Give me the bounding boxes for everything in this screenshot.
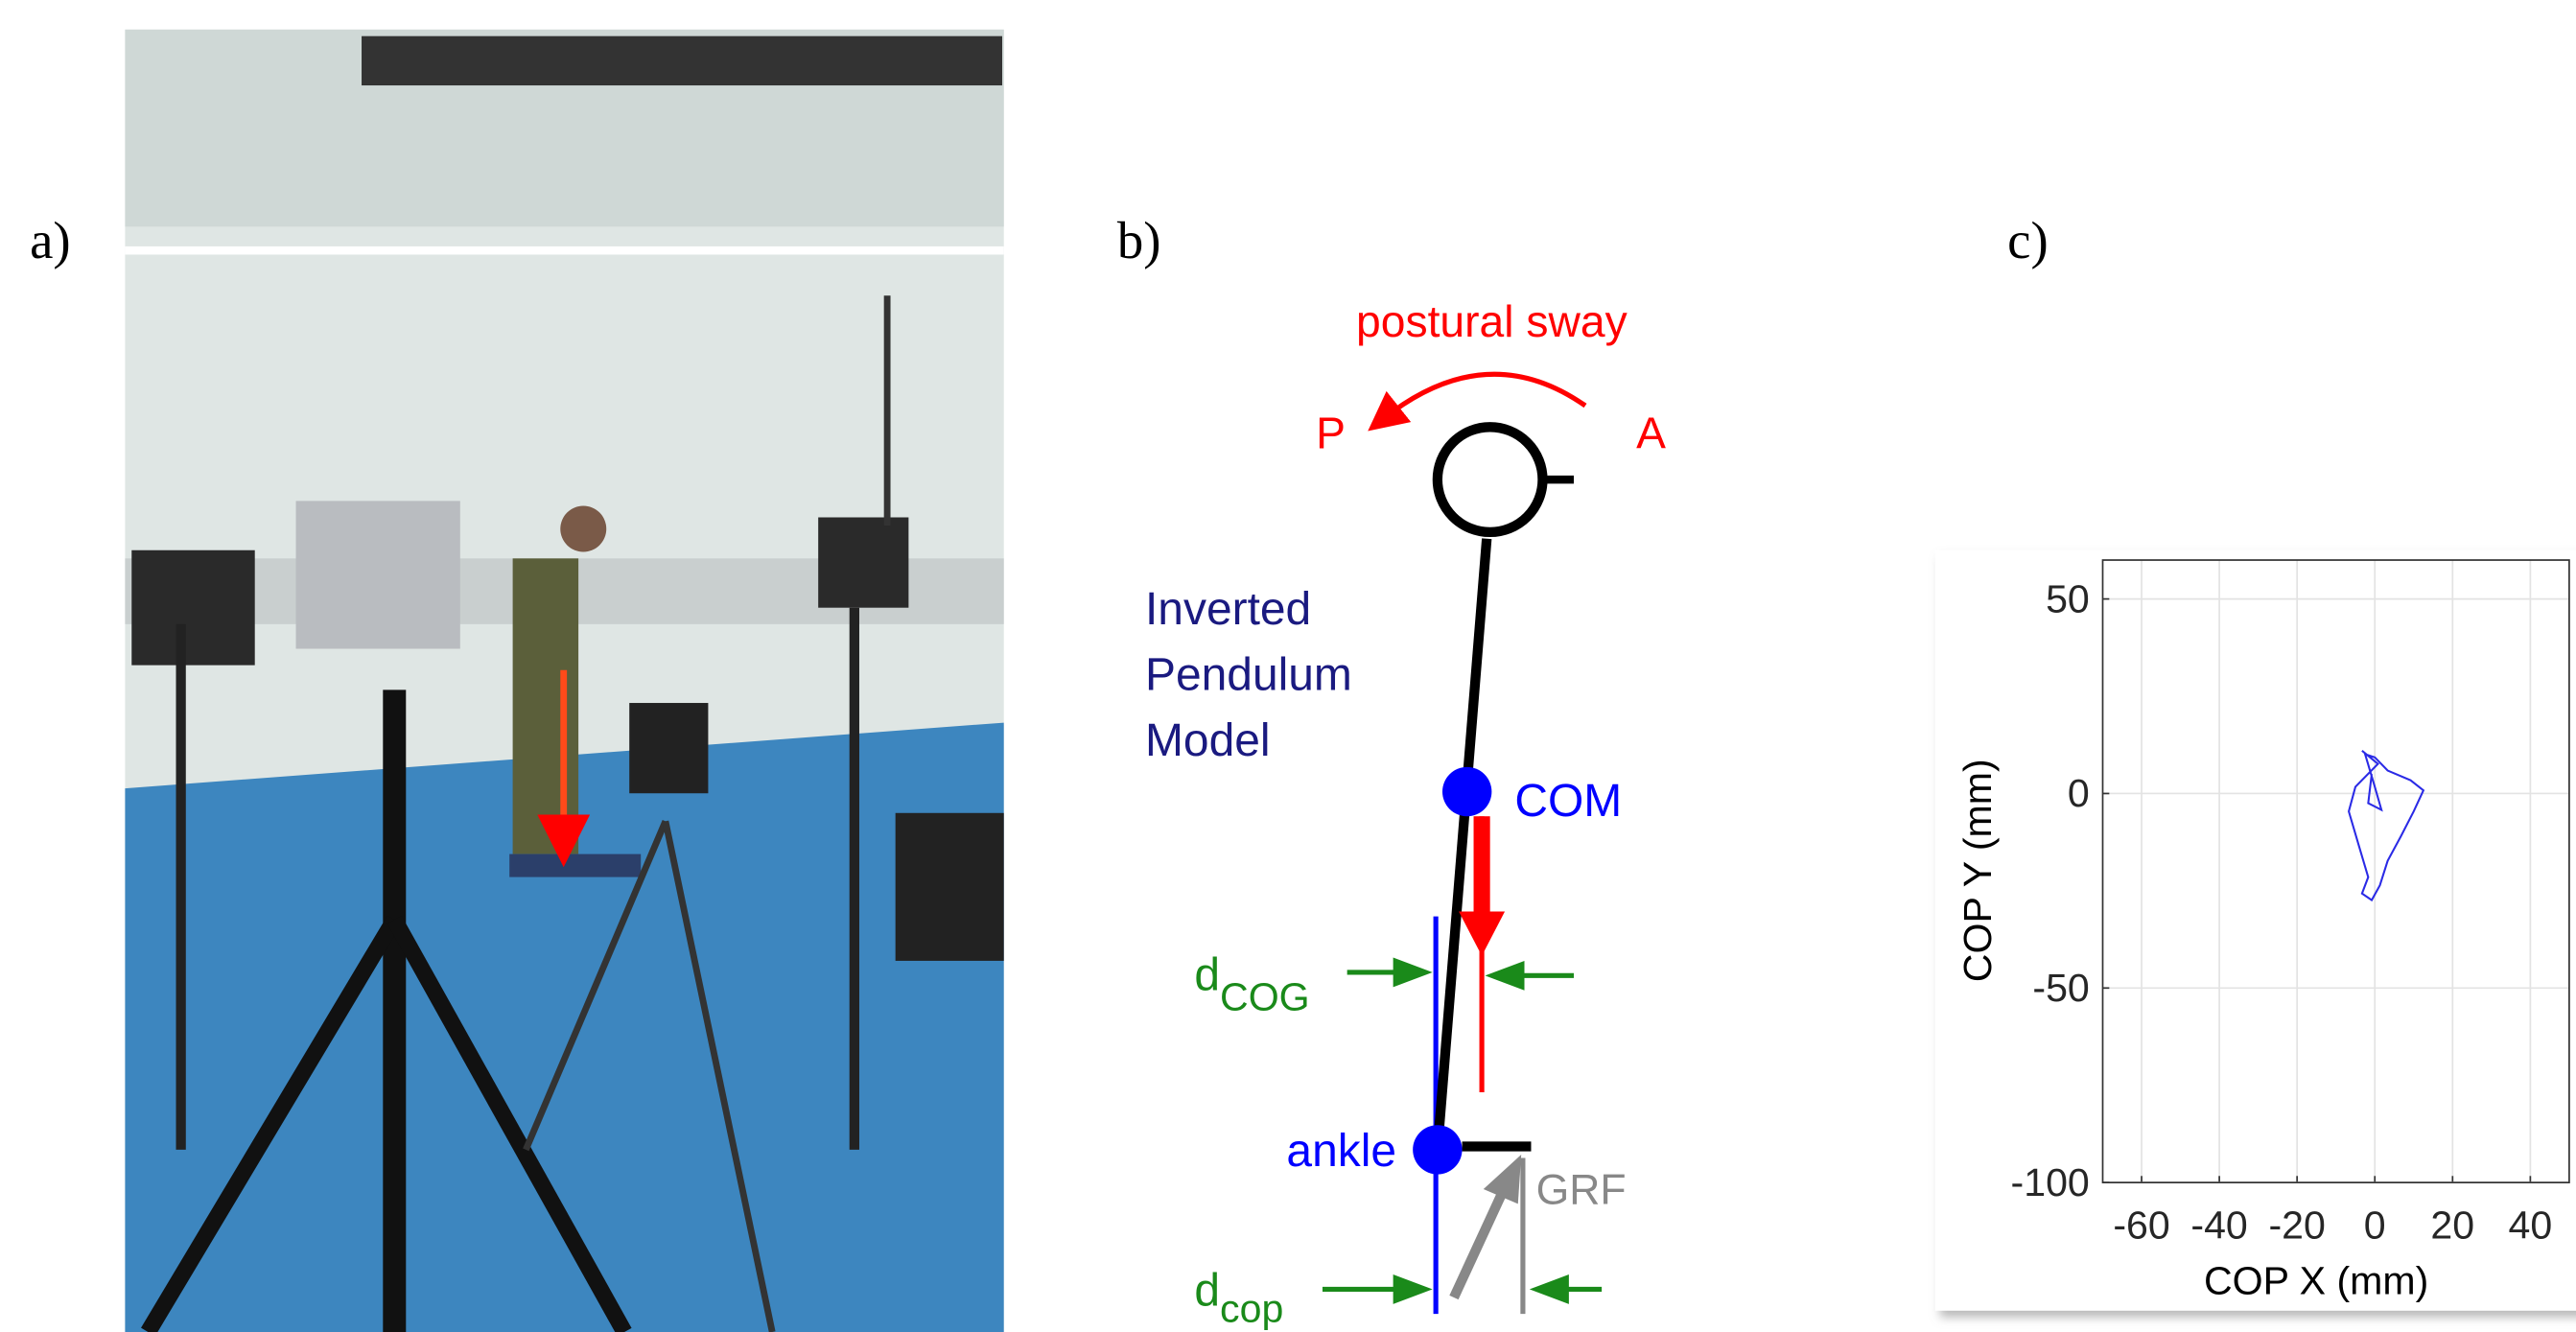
panel-label: c) (2007, 211, 2049, 269)
x-tick-label: -20 (2268, 1203, 2325, 1247)
x-tick-label: 40 (2509, 1203, 2553, 1247)
plot-area (2102, 560, 2568, 1182)
page: a) b) c) postural sway P A Inverted Pend… (0, 0, 2576, 1332)
d-cog-main: d (1194, 950, 1220, 1001)
model-label: Pendulum (1145, 649, 1352, 700)
pendulum-diagram: postural sway P A Inverted Pendulum Mode… (1145, 296, 1666, 1331)
gravity-arrowhead (1459, 912, 1505, 956)
y-axis-label: COP Y (mm) (1955, 759, 2000, 982)
panel-label: b) (1117, 211, 1161, 269)
y-tick-label: -100 (2011, 1160, 2090, 1204)
grf-arrow (1454, 1191, 1503, 1297)
model-label: Inverted (1145, 584, 1311, 635)
panel-label: a) (30, 211, 71, 269)
a-label: A (1636, 409, 1666, 458)
ankle-point (1413, 1125, 1462, 1174)
ankle-label: ankle (1286, 1126, 1396, 1177)
p-label: P (1316, 409, 1346, 458)
y-tick-label: -50 (2032, 966, 2089, 1010)
gravity-arrow (1474, 816, 1490, 911)
d-cog-label: dCOG (1194, 950, 1309, 1019)
photo (125, 30, 1003, 1332)
x-tick-label: 20 (2430, 1203, 2474, 1247)
model-label: Model (1145, 715, 1271, 766)
sway-label: postural sway (1356, 296, 1628, 346)
head (1438, 427, 1543, 532)
y-tick-label: 0 (2068, 771, 2090, 815)
grf-label: GRF (1536, 1166, 1627, 1213)
com-label: COM (1514, 776, 1622, 827)
x-axis-label: COP X (mm) (2204, 1259, 2428, 1303)
com-point (1442, 767, 1491, 816)
x-tick-label: -40 (2190, 1203, 2247, 1247)
figure: a) b) c) postural sway P A Inverted Pend… (0, 0, 2576, 1332)
grf-arrowhead (1484, 1155, 1521, 1203)
d-cop-sub: cop (1220, 1287, 1283, 1331)
sway-arrow (1383, 374, 1585, 419)
d-cop-main: d (1194, 1266, 1220, 1317)
d-cog-sub: COG (1220, 974, 1310, 1018)
x-tick-label: -60 (2113, 1203, 2169, 1247)
x-tick-label: 0 (2364, 1203, 2386, 1247)
d-cop-label: dcop (1194, 1266, 1283, 1331)
y-tick-label: 50 (2046, 576, 2090, 620)
